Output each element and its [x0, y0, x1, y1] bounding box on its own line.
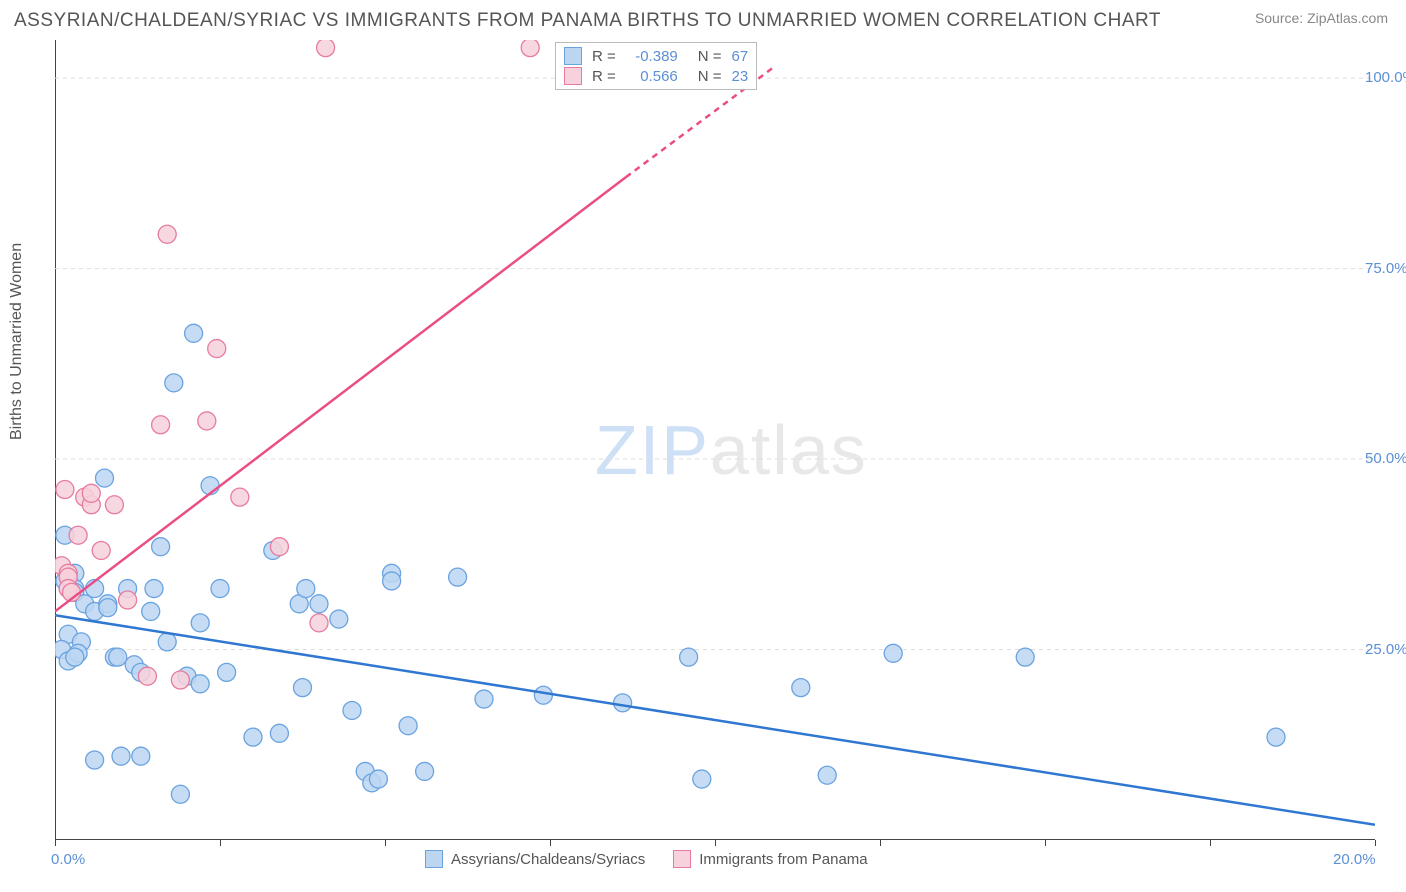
data-point — [884, 644, 902, 662]
n-label: N = — [698, 68, 722, 85]
data-point — [680, 648, 698, 666]
x-tick-mark — [550, 840, 551, 846]
data-point — [369, 770, 387, 788]
legend-label: Immigrants from Panama — [699, 851, 867, 868]
legend-item: Assyrians/Chaldeans/Syriacs — [425, 850, 645, 868]
data-point — [792, 679, 810, 697]
data-point — [208, 340, 226, 358]
data-point — [191, 675, 209, 693]
chart-title: ASSYRIAN/CHALDEAN/SYRIAC VS IMMIGRANTS F… — [14, 10, 1161, 32]
data-point — [211, 580, 229, 598]
data-point — [185, 324, 203, 342]
data-point — [330, 610, 348, 628]
legend-item: Immigrants from Panama — [673, 850, 867, 868]
data-point — [270, 724, 288, 742]
data-point — [294, 679, 312, 697]
data-point — [521, 40, 539, 57]
data-point — [96, 469, 114, 487]
legend-swatch — [425, 850, 443, 868]
data-point — [105, 496, 123, 514]
r-label: R = — [592, 48, 616, 65]
y-tick-label: 75.0% — [1365, 260, 1406, 277]
data-point — [343, 701, 361, 719]
legend-label: Assyrians/Chaldeans/Syriacs — [451, 851, 645, 868]
data-point — [383, 572, 401, 590]
data-point — [310, 614, 328, 632]
x-tick-mark — [715, 840, 716, 846]
data-point — [310, 595, 328, 613]
legend-swatch — [564, 67, 582, 85]
data-point — [99, 599, 117, 617]
data-point — [165, 374, 183, 392]
x-tick-mark — [1210, 840, 1211, 846]
x-tick-mark — [880, 840, 881, 846]
x-tick-mark — [385, 840, 386, 846]
y-tick-label: 100.0% — [1365, 69, 1406, 86]
data-point — [158, 633, 176, 651]
data-point — [171, 671, 189, 689]
chart-svg — [55, 40, 1375, 840]
data-point — [142, 602, 160, 620]
data-point — [152, 538, 170, 556]
data-point — [317, 40, 335, 57]
data-point — [69, 526, 87, 544]
data-point — [145, 580, 163, 598]
data-point — [82, 484, 100, 502]
data-point — [112, 747, 130, 765]
series-legend: Assyrians/Chaldeans/Syriacs Immigrants fr… — [425, 850, 868, 868]
data-point — [218, 663, 236, 681]
n-label: N = — [698, 48, 722, 65]
legend-row: R = -0.389 N = 67 — [564, 46, 748, 66]
data-point — [270, 538, 288, 556]
data-point — [152, 416, 170, 434]
data-point — [534, 686, 552, 704]
data-point — [399, 717, 417, 735]
trend-line — [55, 177, 626, 611]
source-label: Source: ZipAtlas.com — [1255, 10, 1388, 26]
x-tick-mark — [55, 840, 56, 846]
data-point — [191, 614, 209, 632]
data-point — [138, 667, 156, 685]
y-tick-label: 50.0% — [1365, 450, 1406, 467]
chart-plot-area: ZIPatlas 25.0%50.0%75.0%100.0% 0.0%20.0%… — [55, 40, 1375, 840]
y-axis-label: Births to Unmarried Women — [8, 243, 26, 440]
y-tick-label: 25.0% — [1365, 641, 1406, 658]
data-point — [297, 580, 315, 598]
data-point — [614, 694, 632, 712]
data-point — [86, 751, 104, 769]
data-point — [56, 481, 74, 499]
x-tick-mark — [220, 840, 221, 846]
x-tick-mark — [1045, 840, 1046, 846]
data-point — [818, 766, 836, 784]
data-point — [119, 591, 137, 609]
data-point — [198, 412, 216, 430]
x-tick-mark — [1375, 840, 1376, 846]
data-point — [1016, 648, 1034, 666]
data-point — [132, 747, 150, 765]
legend-swatch — [673, 850, 691, 868]
data-point — [109, 648, 127, 666]
legend-swatch — [564, 47, 582, 65]
data-point — [171, 785, 189, 803]
data-point — [92, 541, 110, 559]
data-point — [158, 225, 176, 243]
r-value: 0.566 — [626, 68, 678, 85]
data-point — [475, 690, 493, 708]
data-point — [244, 728, 262, 746]
x-tick-label: 20.0% — [1333, 851, 1376, 868]
data-point — [1267, 728, 1285, 746]
data-point — [449, 568, 467, 586]
data-point — [231, 488, 249, 506]
n-value: 67 — [732, 48, 749, 65]
x-tick-label: 0.0% — [51, 851, 85, 868]
trend-line — [55, 615, 1375, 825]
correlation-legend: R = -0.389 N = 67 R = 0.566 N = 23 — [555, 42, 757, 90]
r-label: R = — [592, 68, 616, 85]
data-point — [693, 770, 711, 788]
data-point — [66, 648, 84, 666]
n-value: 23 — [732, 68, 749, 85]
legend-row: R = 0.566 N = 23 — [564, 66, 748, 86]
data-point — [416, 762, 434, 780]
r-value: -0.389 — [626, 48, 678, 65]
